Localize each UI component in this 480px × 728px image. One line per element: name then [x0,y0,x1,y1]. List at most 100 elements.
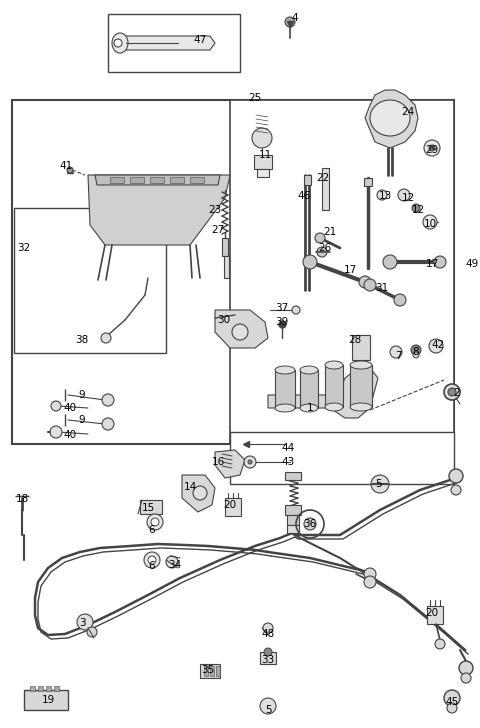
Text: 38: 38 [75,335,89,345]
Text: 22: 22 [316,173,330,183]
Bar [304,175,311,185]
Ellipse shape [429,339,443,353]
Text: 24: 24 [401,107,415,117]
Bar [257,169,269,177]
Text: 40: 40 [63,403,77,413]
Text: 46: 46 [298,191,311,201]
Bar [285,505,301,515]
Ellipse shape [364,279,376,291]
Ellipse shape [102,394,114,406]
Ellipse shape [350,361,372,369]
Text: 25: 25 [248,93,262,103]
Ellipse shape [390,346,402,358]
Text: 10: 10 [423,219,437,229]
Text: 17: 17 [343,265,357,275]
Ellipse shape [303,255,317,269]
Ellipse shape [364,568,376,580]
Ellipse shape [359,276,371,288]
Bar [322,168,329,210]
Bar [300,370,318,408]
Ellipse shape [449,469,463,483]
Bar [287,525,299,533]
Text: 32: 32 [17,243,31,253]
Bar [350,365,372,407]
Text: 17: 17 [425,259,439,269]
Polygon shape [182,475,215,512]
Ellipse shape [394,294,406,306]
Bar [12,100,454,444]
Text: 6: 6 [149,525,156,535]
Bar [190,177,204,183]
Bar [24,690,68,710]
Bar [230,432,454,484]
Text: 40: 40 [63,430,77,440]
Bar [200,664,220,678]
Bar [224,256,229,278]
Ellipse shape [232,324,248,340]
Bar [204,666,208,676]
Bar [275,370,295,408]
Ellipse shape [435,639,445,649]
Text: 41: 41 [60,161,72,171]
Ellipse shape [412,204,420,212]
Ellipse shape [77,614,93,630]
Ellipse shape [166,556,178,568]
Ellipse shape [248,460,252,464]
Text: 18: 18 [15,494,29,504]
Text: 5: 5 [376,479,382,489]
Ellipse shape [444,690,460,706]
Ellipse shape [377,190,387,200]
Ellipse shape [411,345,421,355]
Ellipse shape [67,167,73,173]
Bar [46,686,51,691]
Ellipse shape [148,556,156,564]
Text: 12: 12 [411,205,425,215]
Ellipse shape [147,514,163,530]
Polygon shape [365,90,418,148]
Ellipse shape [114,39,122,47]
Text: 20: 20 [223,500,237,510]
Text: 8: 8 [413,347,420,357]
Text: 23: 23 [208,205,222,215]
Ellipse shape [304,518,316,530]
Ellipse shape [398,189,410,201]
Ellipse shape [317,247,327,257]
Ellipse shape [364,576,376,588]
Bar [222,238,228,256]
Bar [216,666,220,676]
Ellipse shape [371,475,389,493]
Text: 42: 42 [432,340,444,350]
Ellipse shape [264,648,272,656]
Bar [325,365,343,407]
Ellipse shape [370,100,410,136]
Text: 28: 28 [348,335,361,345]
Bar [14,208,166,353]
Text: 37: 37 [276,303,288,313]
Ellipse shape [260,698,276,714]
Bar [427,606,443,624]
Ellipse shape [102,418,114,430]
Bar [150,177,164,183]
Text: 20: 20 [425,608,439,618]
Bar [285,472,301,480]
Ellipse shape [193,486,207,500]
Polygon shape [268,368,378,418]
Ellipse shape [429,145,435,151]
Polygon shape [95,175,220,185]
Text: 13: 13 [378,191,392,201]
Text: 33: 33 [262,655,275,665]
Bar [210,666,214,676]
Ellipse shape [447,703,457,713]
Bar [225,498,241,516]
Bar [352,335,370,360]
Text: 21: 21 [324,227,336,237]
Bar [30,686,35,691]
Text: 47: 47 [193,35,206,45]
Bar [130,177,144,183]
Ellipse shape [101,333,111,343]
Bar [364,178,372,186]
Ellipse shape [285,17,295,27]
Polygon shape [215,450,245,478]
Ellipse shape [434,256,446,268]
Bar [140,500,162,514]
